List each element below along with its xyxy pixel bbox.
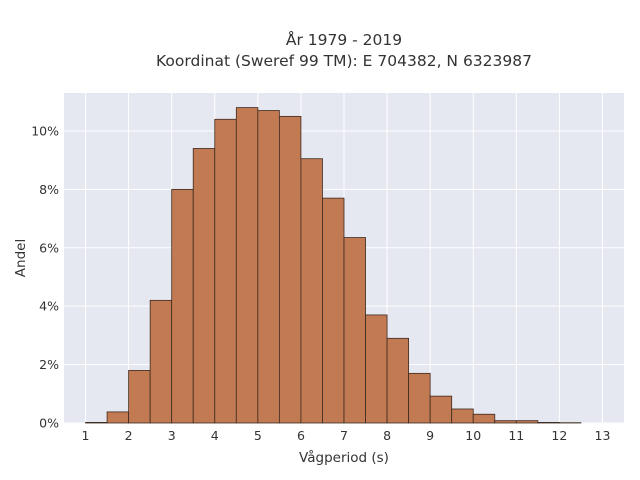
y-tick-label: 10% — [31, 123, 59, 138]
histogram-bar — [300, 158, 323, 424]
histogram-bar — [537, 422, 560, 424]
x-tick-label: 3 — [168, 428, 176, 443]
histogram-bar — [257, 110, 280, 424]
x-axis-title: Vågperiod (s) — [299, 449, 389, 466]
histogram-bar — [106, 411, 130, 424]
x-tick-label: 13 — [595, 428, 611, 443]
histogram-bar — [128, 370, 151, 424]
chart-title-line-2: Koordinat (Sweref 99 TM): E 704382, N 63… — [156, 52, 532, 70]
histogram-bar — [386, 337, 410, 424]
y-tick-label: 2% — [39, 357, 59, 372]
histogram-bar — [171, 188, 194, 424]
x-tick-label: 12 — [551, 428, 567, 443]
histogram-bar — [365, 314, 388, 424]
chart-title-line-1: År 1979 - 2019 — [286, 30, 402, 49]
x-tick-label: 1 — [82, 428, 90, 443]
histogram-bar — [322, 197, 345, 424]
histogram-bars — [85, 107, 582, 424]
histogram-bar — [451, 408, 474, 424]
x-tick-label: 5 — [254, 428, 262, 443]
histogram-bar — [235, 107, 259, 424]
y-tick-label: 4% — [39, 299, 59, 314]
histogram-bar — [343, 237, 366, 424]
y-tick-label: 6% — [39, 240, 59, 255]
histogram-bar — [85, 422, 108, 424]
y-axis-ticks: 0% 2% 4% 6% 8% 10% — [31, 123, 59, 430]
x-tick-label: 7 — [340, 428, 348, 443]
x-tick-label: 8 — [383, 428, 391, 443]
x-tick-label: 11 — [508, 428, 524, 443]
histogram-bar — [214, 118, 237, 424]
x-tick-label: 2 — [125, 428, 133, 443]
y-axis-title: Andel — [13, 239, 29, 277]
histogram-bar — [149, 299, 173, 424]
histogram-bar — [515, 420, 539, 424]
histogram-bar — [472, 413, 496, 424]
histogram-bar — [192, 148, 216, 424]
histogram-bar — [408, 372, 431, 424]
histogram-bar — [429, 395, 453, 424]
x-tick-label: 9 — [426, 428, 434, 443]
histogram-bar — [278, 115, 302, 424]
histogram-bar — [494, 420, 517, 424]
x-tick-label: 6 — [297, 428, 305, 443]
x-tick-label: 4 — [211, 428, 219, 443]
x-tick-label: 10 — [465, 428, 481, 443]
y-tick-label: 0% — [39, 416, 59, 431]
x-axis-ticks: 1 2 3 4 5 6 7 8 9 10 11 12 13 — [82, 428, 611, 443]
y-tick-label: 8% — [39, 182, 59, 197]
